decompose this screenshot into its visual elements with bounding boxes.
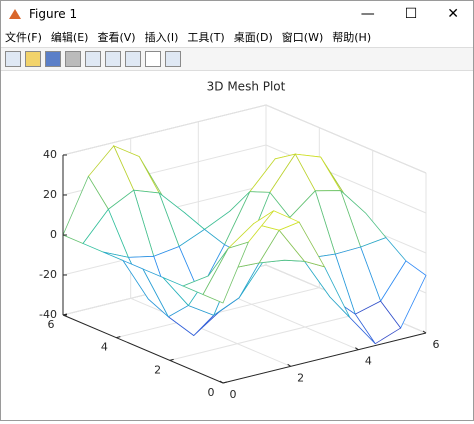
z-tick-label: -20 (39, 268, 57, 281)
grid-line (62, 104, 267, 156)
link-button[interactable] (85, 51, 101, 67)
x-tick (287, 363, 291, 367)
z-tick-label: 0 (50, 228, 57, 241)
y-tick (169, 358, 174, 361)
x-tick-label: 4 (365, 355, 372, 368)
minimize-button[interactable]: — (360, 6, 375, 22)
z-tick-label: 20 (43, 188, 57, 201)
property-button[interactable] (165, 51, 181, 67)
pointer-button[interactable] (145, 51, 161, 67)
menu-item[interactable]: 工具(T) (187, 31, 225, 44)
menu-item[interactable]: 查看(V) (97, 31, 136, 44)
title-bar: Figure 1 — ☐ ✕ (1, 1, 473, 27)
new-button[interactable] (5, 51, 21, 67)
y-axis (62, 314, 224, 384)
x-tick (355, 347, 359, 351)
x-tick-label: 6 (433, 338, 440, 351)
z-tick-label: -40 (39, 308, 57, 321)
menu-item[interactable]: 文件(F) (5, 31, 42, 44)
grid-line (169, 309, 373, 361)
close-button[interactable]: ✕ (447, 6, 459, 22)
y-tick-label: 6 (48, 318, 55, 331)
y-tick (62, 313, 68, 316)
menu-item[interactable]: 编辑(E) (50, 31, 89, 44)
window-title: Figure 1 (29, 7, 78, 21)
chart: 3D Mesh Plot -40 -20 0 20 40 0 2 4 6 0 2 4 6 (39, 80, 440, 402)
x-tick (219, 380, 224, 384)
app-icon (9, 9, 21, 19)
y-tick (222, 381, 228, 384)
grid-line (130, 297, 291, 367)
y-tick-label: 0 (208, 386, 215, 399)
save-button[interactable] (45, 51, 61, 67)
menu-item[interactable]: 窗口(W) (281, 31, 324, 44)
chart-title: 3D Mesh Plot (207, 80, 286, 94)
z-tick-label: 40 (43, 148, 57, 161)
x-axis (222, 332, 427, 384)
y-tick-label: 2 (154, 363, 161, 376)
x-tick-label: 2 (297, 371, 304, 384)
legend-button[interactable] (125, 51, 141, 67)
y-tick-label: 4 (101, 341, 108, 354)
x-tick-label: 0 (230, 388, 237, 401)
menu-bar: 文件(F) 编辑(E) 查看(V) 插入(I) 工具(T) 桌面(D) 窗口(W) 帮助(H) (1, 27, 473, 47)
menu-item[interactable]: 桌面(D) (233, 31, 273, 44)
toolbar (1, 47, 473, 71)
grid-line (265, 104, 427, 174)
maximize-button[interactable]: ☐ (404, 6, 418, 22)
print-button[interactable] (65, 51, 81, 67)
x-tick (422, 330, 427, 334)
menu-item[interactable]: 插入(I) (144, 31, 179, 44)
open-button[interactable] (25, 51, 41, 67)
menu-item[interactable]: 帮助(H) (332, 31, 372, 44)
mesh-cell (202, 241, 250, 304)
colorbar-button[interactable] (105, 51, 121, 67)
y-tick (116, 336, 121, 339)
